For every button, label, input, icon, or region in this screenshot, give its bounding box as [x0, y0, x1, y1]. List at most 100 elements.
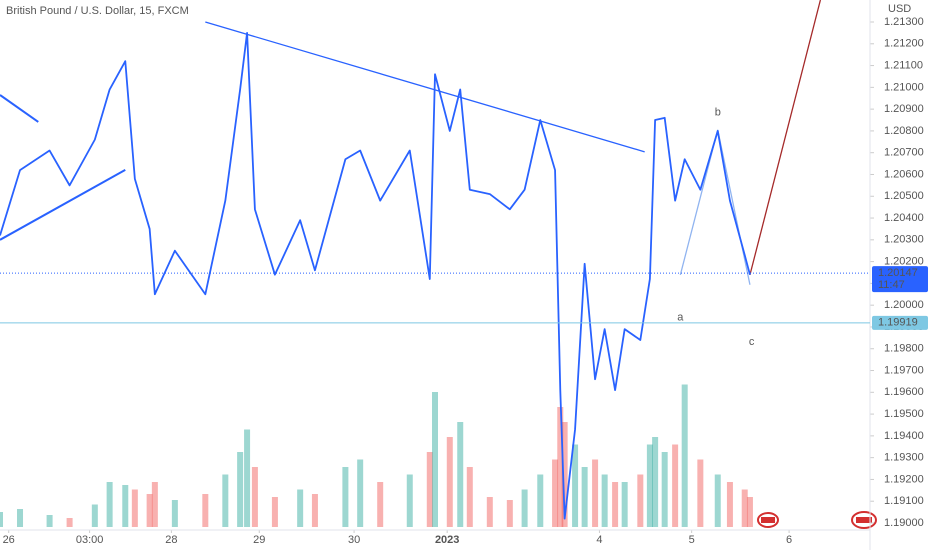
- volume-bar: [426, 452, 433, 527]
- volume-bar: [146, 494, 153, 527]
- trend-line: [0, 169, 126, 241]
- volume-bar: [561, 422, 568, 527]
- y-tick-label: 1.20800: [884, 125, 924, 137]
- volume-bar: [446, 437, 453, 527]
- y-tick-label: 1.19100: [884, 495, 924, 507]
- volume-bar: [612, 482, 619, 527]
- wave-label: c: [749, 336, 755, 348]
- volume-bar: [122, 485, 129, 527]
- y-tick-label: 1.20300: [884, 234, 924, 246]
- volume-bar: [486, 497, 493, 527]
- volume-bar: [297, 489, 304, 527]
- plot-area: [0, 0, 822, 527]
- y-tick-label: 1.20500: [884, 190, 924, 202]
- y-tick-label: 1.19700: [884, 364, 924, 376]
- volume-bar: [652, 437, 659, 527]
- volume-bar: [432, 392, 438, 527]
- y-axis-label: USD: [888, 3, 911, 15]
- x-tick-label: 29: [253, 534, 265, 546]
- volume-bar: [746, 497, 753, 527]
- x-tick-label: 28: [165, 534, 177, 546]
- volume-bar: [311, 494, 318, 527]
- y-tick-label: 1.19000: [884, 517, 924, 529]
- y-tick-label: 1.21100: [884, 59, 923, 71]
- y-tick-label: 1.19500: [884, 408, 924, 420]
- x-tick-label: 26: [3, 534, 15, 546]
- x-tick-label: 2023: [435, 534, 459, 546]
- volume-bar: [726, 482, 733, 527]
- logo: [757, 511, 877, 529]
- y-tick-label: 1.19200: [884, 473, 924, 485]
- price-line-series: [0, 31, 751, 520]
- volume-bar: [457, 422, 464, 527]
- volume-bar: [466, 467, 473, 527]
- volume-bar: [357, 459, 364, 527]
- volume-bar: [406, 474, 413, 527]
- y-tick-label: 1.21000: [884, 81, 924, 93]
- trend-line: [749, 0, 822, 276]
- volume-bar: [237, 452, 244, 527]
- volume-bar: [672, 444, 679, 527]
- volume-bar: [271, 497, 278, 527]
- volume-bar: [741, 489, 748, 527]
- volume-bar: [251, 467, 258, 527]
- x-tick-label: 5: [689, 534, 695, 546]
- volume-bar: [646, 444, 653, 527]
- x-tick-label: 4: [596, 534, 602, 546]
- volume-bar: [581, 467, 588, 527]
- volume-bar: [342, 467, 349, 527]
- y-tick-label: 1.19800: [884, 343, 924, 355]
- x-tick-label: 30: [348, 534, 360, 546]
- volume-bar: [601, 474, 608, 527]
- x-tick-label: 6: [786, 534, 792, 546]
- y-tick-label: 1.21200: [884, 38, 924, 50]
- y-tick-label: 1.19300: [884, 452, 924, 464]
- trend-line: [0, 94, 39, 123]
- volume-bar: [621, 482, 628, 527]
- y-tick-label: 1.20200: [884, 256, 924, 268]
- volume-bar: [681, 384, 688, 527]
- volume-bar: [66, 518, 73, 527]
- y-tick-label: 1.19400: [884, 430, 924, 442]
- volume-bar: [131, 489, 138, 527]
- volume-bar: [506, 500, 513, 527]
- volume-bar: [592, 459, 599, 527]
- volume-bar: [202, 494, 209, 527]
- price-label: 1.19919: [878, 317, 918, 329]
- y-tick-label: 1.20900: [884, 103, 924, 115]
- volume-bar: [151, 482, 158, 527]
- volume-bar: [537, 474, 544, 527]
- wave-label: b: [715, 107, 721, 119]
- y-tick-label: 1.20700: [884, 147, 924, 159]
- volume-bar: [17, 509, 24, 527]
- chart-title: British Pound / U.S. Dollar, 15, FXCM: [6, 5, 189, 17]
- volume-bar: [244, 429, 251, 527]
- volume-bar: [714, 474, 721, 527]
- volume-bar: [377, 482, 384, 527]
- volume-bar: [171, 500, 178, 527]
- volume-bar: [637, 474, 644, 527]
- y-tick-label: 1.19600: [884, 386, 924, 398]
- volume-bar: [661, 452, 668, 527]
- volume-bar: [521, 489, 528, 527]
- volume-bar: [46, 515, 53, 527]
- volume-bar: [557, 407, 564, 527]
- volume-bar: [0, 512, 3, 527]
- y-tick-label: 1.21300: [884, 16, 924, 28]
- wave-label: a: [677, 311, 684, 323]
- countdown-label: 11:47: [878, 279, 905, 291]
- x-tick-label: 03:00: [76, 534, 104, 546]
- price-label: 1.20147: [878, 267, 918, 279]
- y-tick-label: 1.20600: [884, 168, 924, 180]
- volume-bar: [697, 459, 704, 527]
- price-label-box: [872, 266, 928, 293]
- volume-bar: [552, 459, 559, 527]
- volume-bar: [91, 504, 98, 527]
- y-tick-label: 1.20400: [884, 212, 924, 224]
- volume-bar: [106, 482, 113, 527]
- volume-bar: [572, 444, 579, 527]
- y-tick-label: 1.20000: [884, 299, 924, 311]
- trend-line: [205, 21, 645, 153]
